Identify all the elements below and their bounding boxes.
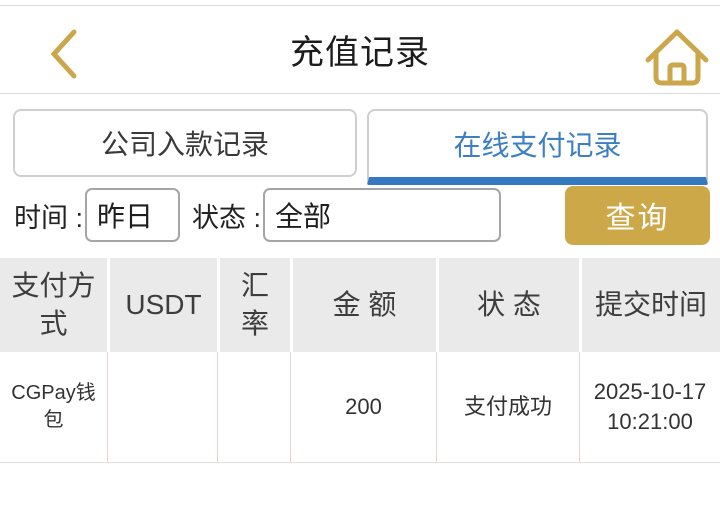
cell-status: 支付成功 xyxy=(436,352,579,462)
title-bar: 充值记录 xyxy=(0,6,720,93)
back-button[interactable] xyxy=(40,24,88,84)
home-button[interactable] xyxy=(638,20,716,92)
time-label: 时间 : xyxy=(14,202,84,233)
header-cell-exchange-rate: 汇 率 xyxy=(217,258,290,352)
tab-label: 公司入款记录 xyxy=(100,129,269,160)
cell-submit-time: 2025-10-17 10:21:00 xyxy=(579,352,720,462)
cell-payment-method: CGPay钱包 xyxy=(0,352,107,462)
cell-exchange-rate xyxy=(217,352,290,462)
record-tabs: 公司入款记录 在线支付记录 xyxy=(13,109,708,185)
header-cell-usdt: USDT xyxy=(107,258,217,352)
top-divider xyxy=(0,5,720,6)
header-cell-payment-method: 支付方式 xyxy=(0,258,107,352)
table-header-row: 支付方式 USDT 汇 率 金 额 状 态 提交时间 xyxy=(0,258,720,352)
records-table: 支付方式 USDT 汇 率 金 额 状 态 提交时间 CGPay钱包 200 支… xyxy=(0,258,720,463)
page-title: 充值记录 xyxy=(290,34,430,72)
header-cell-amount: 金 额 xyxy=(290,258,436,352)
status-input[interactable] xyxy=(263,188,502,242)
header-cell-status: 状 态 xyxy=(436,258,579,352)
query-button[interactable]: 查询 xyxy=(565,185,710,245)
filter-bar: 时间 : 状态 : 查询 xyxy=(14,185,710,245)
tab-online-payment-record[interactable]: 在线支付记录 xyxy=(367,109,708,185)
tab-company-deposit-record[interactable]: 公司入款记录 xyxy=(13,109,357,177)
header-cell-submit-time: 提交时间 xyxy=(579,258,720,352)
time-input[interactable] xyxy=(85,188,181,242)
table-row: CGPay钱包 200 支付成功 2025-10-17 10:21:00 xyxy=(0,352,720,463)
home-icon xyxy=(642,24,712,88)
chevron-left-icon xyxy=(46,27,82,81)
status-label: 状态 : xyxy=(192,202,262,233)
header-divider xyxy=(0,93,720,94)
cell-usdt xyxy=(107,352,217,462)
cell-amount: 200 xyxy=(290,352,436,462)
tab-label: 在线支付记录 xyxy=(453,130,622,161)
